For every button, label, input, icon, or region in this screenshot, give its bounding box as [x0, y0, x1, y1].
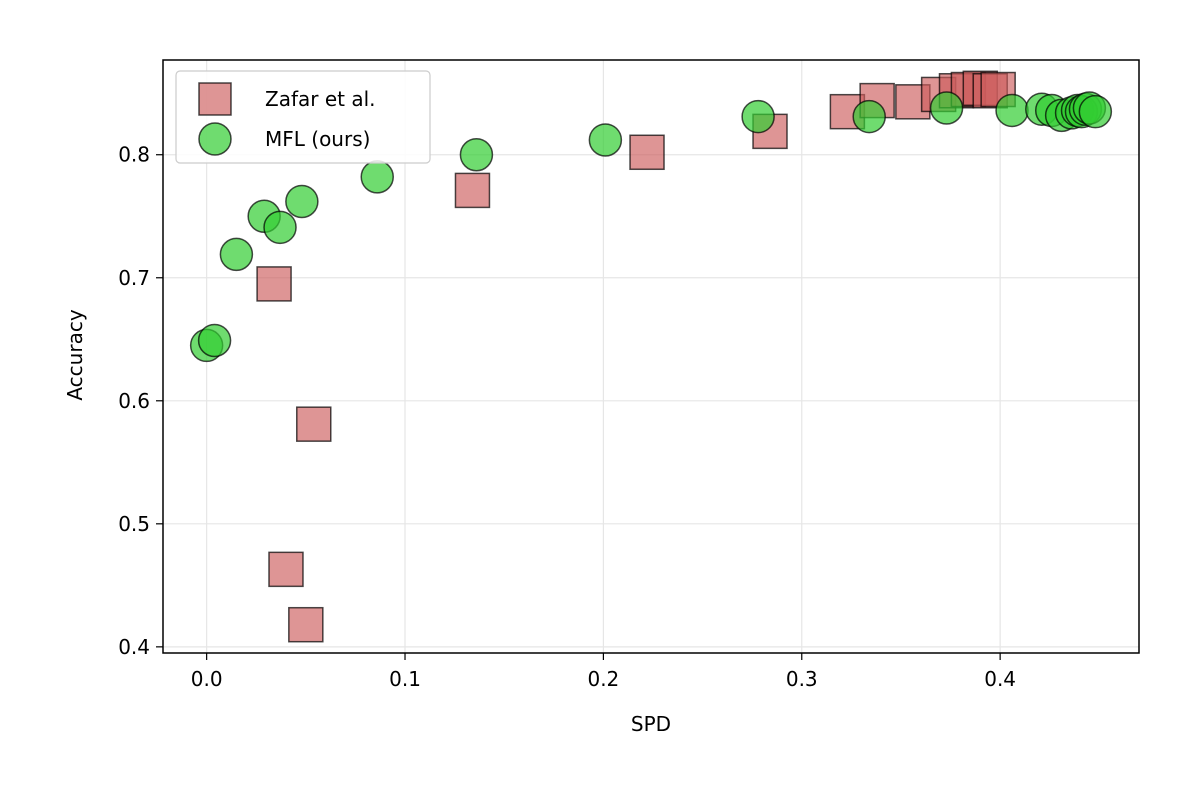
data-point-square	[629, 134, 665, 171]
y-axis-ticks: 0.4 0.5 0.6 0.7 0.8	[118, 143, 163, 659]
y-tick-label: 0.7	[118, 266, 150, 290]
y-tick-label: 0.4	[118, 635, 150, 659]
data-point-circle	[852, 99, 886, 134]
data-point-circle	[459, 137, 494, 172]
x-tick-label: 0.2	[587, 667, 619, 691]
data-point-square	[980, 71, 1016, 108]
data-point-square	[288, 606, 324, 643]
data-point-square	[454, 172, 491, 209]
y-tick-label: 0.6	[118, 389, 150, 413]
data-point-circle	[263, 210, 297, 245]
data-point-circle	[219, 237, 254, 272]
series-mfl	[189, 91, 1113, 363]
legend-frame	[175, 70, 431, 164]
data-point-circle	[929, 91, 964, 125]
x-tick-label: 0.1	[389, 667, 421, 691]
data-point-circle	[1078, 94, 1113, 129]
data-point-circle	[360, 160, 394, 194]
y-tick-label: 0.5	[118, 512, 150, 536]
data-point-square	[296, 406, 332, 442]
series-zafar	[256, 70, 1016, 643]
legend-label-zafar: Zafar et al.	[265, 87, 376, 111]
legend-marker-zafar	[198, 82, 232, 116]
plot-frame	[162, 59, 1140, 654]
data-point-circle	[197, 323, 232, 358]
legend-label-mfl: MFL (ours)	[265, 127, 370, 151]
data-point-circle	[995, 93, 1029, 128]
legend-marker-mfl	[198, 122, 232, 156]
x-axis-ticks: 0.0 0.1 0.2 0.3 0.4	[191, 653, 1016, 691]
x-axis-label: SPD	[631, 712, 671, 736]
legend: Zafar et al. MFL (ours)	[175, 70, 431, 164]
data-point-square	[268, 551, 304, 588]
data-point-square	[256, 266, 292, 302]
x-tick-label: 0.3	[786, 667, 818, 691]
x-tick-label: 0.0	[191, 667, 223, 691]
y-tick-label: 0.8	[118, 143, 150, 167]
data-point-circle	[285, 184, 319, 219]
x-tick-label: 0.4	[984, 667, 1016, 691]
data-point-circle	[588, 123, 623, 157]
data-point-circle	[741, 99, 775, 134]
y-axis-label: Accuracy	[63, 309, 87, 400]
data-points	[189, 70, 1113, 643]
